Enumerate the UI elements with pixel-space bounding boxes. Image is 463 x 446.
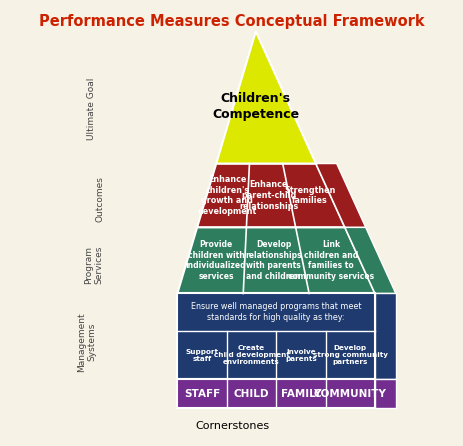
Polygon shape (197, 164, 344, 227)
Text: Children's
Competence: Children's Competence (212, 92, 299, 121)
Text: CHILD: CHILD (233, 388, 269, 399)
Text: Program
Services: Program Services (84, 246, 103, 284)
Text: Strengthen
families: Strengthen families (283, 186, 335, 205)
Polygon shape (315, 164, 365, 227)
Text: Enhance
children's
growth and
development: Enhance children's growth and developmen… (197, 175, 257, 216)
Polygon shape (177, 293, 374, 380)
Text: Link
children and
families to
community services: Link children and families to community … (288, 240, 374, 281)
Text: Involve
parents: Involve parents (284, 348, 316, 362)
Text: FAMILY: FAMILY (280, 388, 320, 399)
Text: Develop
strong community
partners: Develop strong community partners (312, 345, 387, 365)
Text: Support
staff: Support staff (185, 348, 218, 362)
Text: COMMUNITY: COMMUNITY (313, 388, 386, 399)
Text: Enhance
parent-child
relationships: Enhance parent-child relationships (238, 180, 298, 211)
Text: STAFF: STAFF (183, 388, 220, 399)
Text: Provide
children with
individualized
services: Provide children with individualized ser… (185, 240, 246, 281)
Text: Performance Measures Conceptual Framework: Performance Measures Conceptual Framewor… (39, 14, 424, 29)
Text: Create
child development
environments: Create child development environments (213, 345, 289, 365)
Polygon shape (177, 227, 374, 293)
Polygon shape (374, 380, 395, 408)
Polygon shape (344, 227, 395, 293)
Text: Ultimate Goal: Ultimate Goal (87, 77, 96, 140)
Text: Cornerstones: Cornerstones (194, 421, 269, 431)
Polygon shape (177, 380, 374, 408)
Text: Management
Systems: Management Systems (77, 312, 97, 372)
Text: Outcomes: Outcomes (95, 176, 104, 222)
Text: Ensure well managed programs that meet
standards for high quality as they:: Ensure well managed programs that meet s… (190, 302, 361, 322)
Polygon shape (374, 293, 395, 380)
Text: Develop
relationships
with parents
and children: Develop relationships with parents and c… (245, 240, 301, 281)
Polygon shape (216, 31, 315, 164)
